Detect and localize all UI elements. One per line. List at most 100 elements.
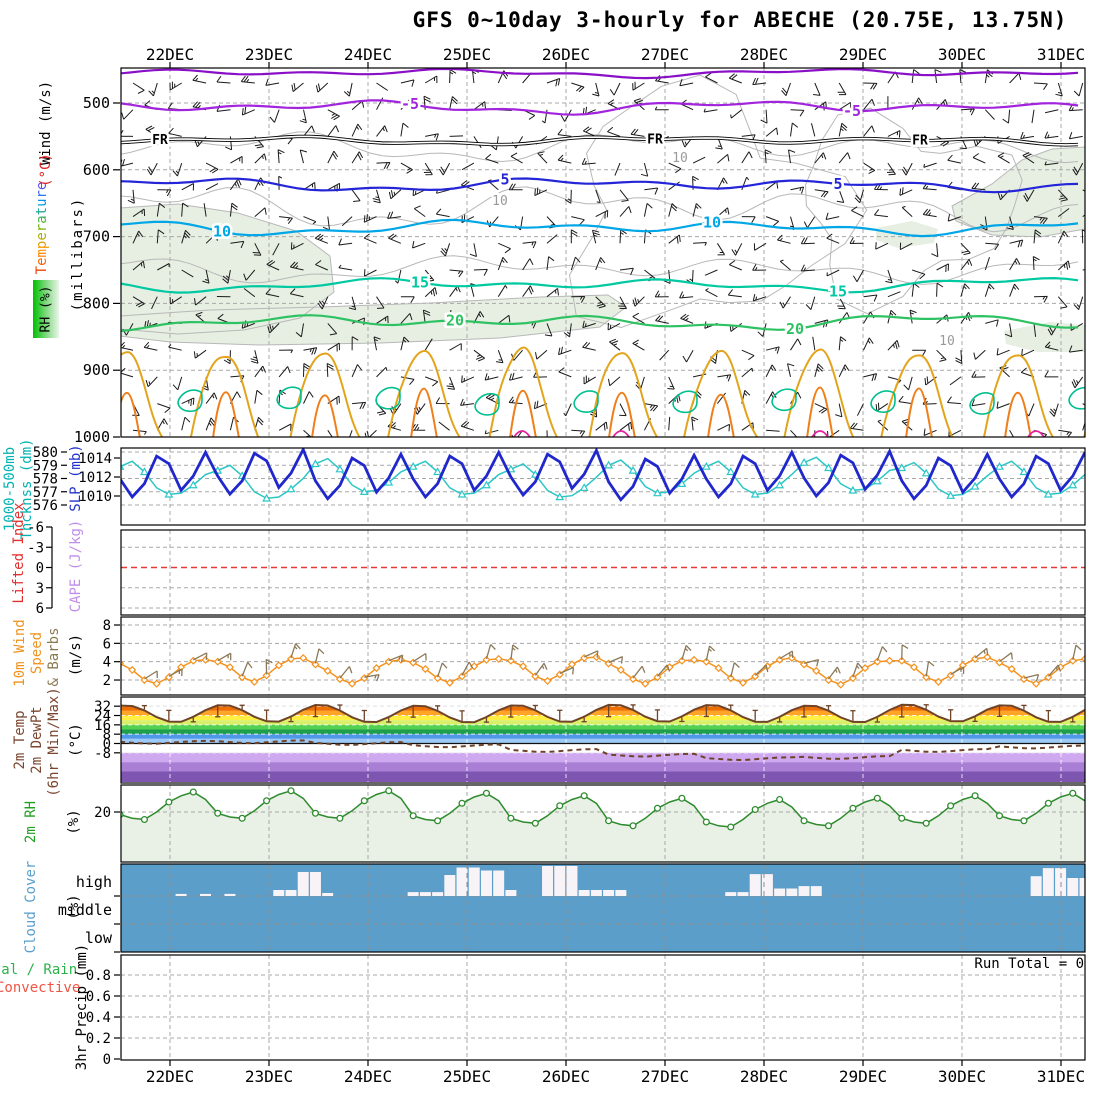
axis-label-minmax: (6hr Min/Max)	[46, 687, 62, 797]
temp-contour-top	[121, 68, 1079, 80]
wind-barb	[887, 340, 900, 351]
wind-barb	[659, 349, 670, 361]
wind10-marker	[372, 664, 381, 673]
wind-barb	[692, 203, 702, 217]
wind-barb	[852, 662, 863, 678]
wind-barb	[243, 269, 256, 281]
axis-label-2m-rh: 2m RH	[23, 800, 39, 844]
rh-marker	[360, 797, 368, 805]
wind-barb	[936, 349, 947, 362]
axis-label-temperature: Temperature	[34, 182, 50, 275]
axis-label-2m-dewpt: 2m DewPt	[29, 706, 45, 774]
wind-barb	[654, 106, 669, 111]
wind-barb	[352, 401, 367, 410]
rh-marker	[678, 794, 686, 802]
wind-barb	[571, 296, 586, 303]
wind-barb	[901, 205, 913, 217]
cloud-high-bar	[798, 886, 810, 896]
rh-marker	[507, 814, 515, 822]
wind-barb	[608, 376, 621, 387]
wind-barb	[752, 293, 767, 302]
panel-10m-wind	[121, 617, 1085, 695]
wind-barb	[225, 136, 233, 151]
cloud-bg	[121, 864, 1085, 952]
wind-barb	[156, 202, 166, 217]
wind-barb	[704, 269, 718, 276]
wind-barb	[632, 81, 645, 91]
wind-barb	[460, 398, 474, 406]
wind-barb	[372, 189, 381, 204]
temp-bands	[121, 704, 1085, 782]
wind-barb	[460, 421, 475, 431]
wind-barb	[692, 373, 707, 378]
wind-barb	[1072, 162, 1084, 176]
cloud-high-bar	[737, 892, 749, 896]
wind-barb	[901, 162, 913, 176]
wind-barb	[731, 243, 743, 256]
wind-barb	[303, 216, 317, 225]
wind-barb	[984, 283, 995, 297]
wind-barb	[760, 109, 768, 124]
wind-barb	[223, 350, 231, 365]
wind10-marker	[592, 653, 601, 662]
wind-barb	[511, 430, 524, 437]
wind-barb	[971, 370, 986, 378]
wind-barb	[510, 644, 519, 660]
wind-barb	[911, 282, 920, 297]
wind-barb	[730, 662, 740, 678]
wind-barb	[265, 78, 280, 86]
wind-barb	[1004, 323, 1013, 338]
contour-label: 5	[833, 175, 842, 193]
wind-barb	[668, 162, 682, 174]
wind-barb	[132, 230, 144, 244]
wind-barb	[1044, 131, 1059, 139]
cloud-high-bar	[200, 893, 212, 896]
wind-barb	[1033, 323, 1037, 337]
wind-barb	[1047, 323, 1059, 336]
wind-barb	[303, 125, 315, 137]
wind-barb	[741, 216, 756, 223]
wind-barb	[400, 162, 413, 174]
wind-barb	[996, 348, 1010, 356]
wind-barb	[790, 109, 805, 117]
wind-barb	[546, 430, 548, 437]
wind10-marker	[726, 674, 735, 683]
wind-barb	[327, 430, 333, 437]
axis-label-speed: Speed	[29, 631, 45, 675]
wind-barb	[1044, 161, 1059, 166]
cloud-high-bar	[468, 867, 480, 896]
wind-barb	[278, 366, 291, 378]
wind-barb	[341, 216, 353, 227]
temp-line	[121, 703, 1085, 724]
wind10-marker	[738, 678, 748, 687]
wind-barb	[741, 367, 754, 378]
wind-barb	[181, 229, 191, 244]
axis-label-rh-pct: (%)	[66, 809, 82, 835]
wind-barb	[461, 162, 475, 171]
temp-contour-30	[806, 386, 834, 437]
wind-barb	[449, 343, 462, 351]
wind10-marker	[934, 677, 943, 686]
closed-contour	[969, 392, 995, 415]
wind10-marker	[531, 672, 540, 681]
thickness-line	[121, 456, 1085, 500]
wind-barb	[765, 391, 777, 404]
rh-marker	[189, 788, 197, 796]
wind-barb	[640, 162, 649, 177]
wind-barb	[595, 296, 606, 309]
wind-barb	[997, 152, 1010, 164]
wind-barb	[315, 82, 329, 93]
temp-contour-30	[121, 391, 141, 437]
temp-contour-5	[121, 177, 1079, 194]
thickness-marker	[897, 463, 907, 472]
wind-barb	[388, 233, 402, 244]
wind10-marker	[946, 671, 955, 680]
temp-contour-35	[811, 430, 829, 437]
wind-barb	[874, 209, 888, 218]
cloud-high-bar	[456, 867, 468, 896]
wind-barb	[717, 207, 730, 217]
wind-barb	[299, 149, 308, 164]
cloud-high-bar	[1067, 878, 1079, 896]
rh-marker	[531, 819, 539, 827]
